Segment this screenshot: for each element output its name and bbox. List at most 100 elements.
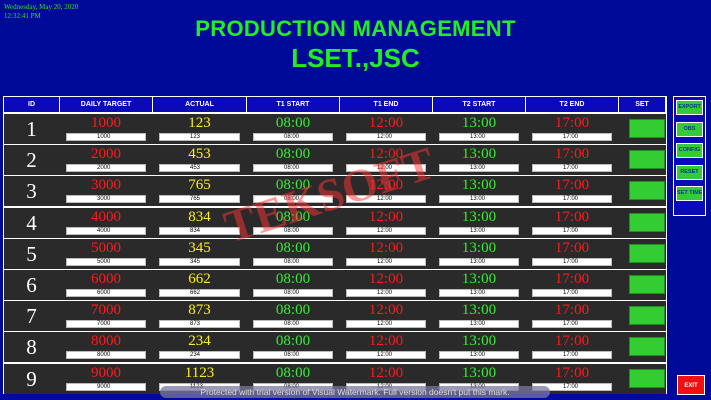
daily-target-display: 4000: [91, 208, 121, 225]
actual-input[interactable]: 834: [159, 226, 240, 235]
daily-target-cell: 1000 1000: [60, 114, 152, 144]
set-time-button[interactable]: SET TIME: [676, 186, 703, 201]
set-cell: [619, 208, 665, 238]
t2-start-input[interactable]: 13:00: [439, 351, 519, 360]
t1-start-input[interactable]: 08:00: [253, 351, 333, 360]
daily-target-input[interactable]: 5000: [66, 257, 146, 266]
set-cell: [619, 364, 665, 394]
actual-input[interactable]: 234: [159, 351, 240, 360]
set-button[interactable]: [629, 212, 665, 232]
t1-start-input[interactable]: 08:00: [253, 164, 333, 173]
t2-end-input[interactable]: 17:00: [532, 351, 612, 360]
table-row: 3 3000 3000 765 765 08:00 08:00 12:00 12:00 13:00…: [4, 176, 666, 207]
actual-input[interactable]: 453: [159, 164, 240, 173]
export-button[interactable]: EXPORT: [676, 100, 703, 115]
id-cell: 9: [4, 364, 59, 394]
set-button[interactable]: [629, 243, 665, 263]
set-cell: [619, 301, 665, 331]
t1-start-display: 08:00: [275, 115, 311, 131]
t1-end-input[interactable]: 12:00: [346, 289, 426, 297]
t2-end-input[interactable]: 17:00: [532, 289, 612, 297]
actual-input[interactable]: 765: [159, 195, 240, 204]
set-button[interactable]: [629, 368, 665, 388]
daily-target-display: 5000: [91, 239, 121, 256]
t2-end-input[interactable]: 17:00: [532, 195, 612, 204]
actual-input[interactable]: 345: [159, 257, 240, 266]
daily-target-input[interactable]: 1000: [66, 133, 146, 141]
daily-target-display: 8000: [91, 333, 121, 350]
t1-end-input[interactable]: 12:00: [346, 320, 426, 329]
daily-target-cell: 7000 7000: [60, 301, 152, 331]
set-button[interactable]: [629, 181, 665, 201]
t2-end-input[interactable]: 17:00: [532, 164, 612, 173]
t2-end-input[interactable]: 17:00: [532, 133, 612, 141]
daily-target-cell: 4000 4000: [60, 208, 152, 238]
t1-end-input[interactable]: 12:00: [346, 164, 426, 173]
t2-start-input[interactable]: 13:00: [439, 257, 519, 266]
daily-target-input[interactable]: 3000: [66, 195, 146, 204]
obs-button[interactable]: OBS: [676, 121, 703, 137]
t2-end-display: 17:00: [554, 302, 590, 319]
id-cell: 7: [4, 301, 59, 331]
actual-input[interactable]: 873: [159, 320, 240, 329]
set-button[interactable]: [629, 306, 665, 326]
t1-start-input[interactable]: 08:00: [253, 195, 333, 204]
actual-cell: 765 765: [153, 176, 246, 206]
daily-target-input[interactable]: 9000: [66, 382, 146, 391]
t1-start-input[interactable]: 08:00: [253, 133, 333, 141]
actual-cell: 234 234: [153, 332, 246, 362]
t1-end-display: 12:00: [368, 146, 404, 163]
t1-end-input[interactable]: 12:00: [346, 226, 426, 235]
actual-input[interactable]: 662: [159, 289, 240, 297]
t1-start-input[interactable]: 08:00: [253, 257, 333, 266]
t2-end-input[interactable]: 17:00: [532, 226, 612, 235]
actual-display: 662: [188, 271, 211, 287]
exit-button[interactable]: EXIT: [677, 375, 705, 395]
t2-start-input[interactable]: 13:00: [439, 289, 519, 297]
daily-target-display: 9000: [91, 364, 121, 381]
t1-end-input[interactable]: 12:00: [346, 195, 426, 204]
t2-start-input[interactable]: 13:00: [439, 226, 519, 235]
t2-end-cell: 17:00 17:00: [526, 364, 618, 394]
table-row: 8 8000 8000 234 234 08:00 08:00 12:00 12:00 13:00…: [4, 332, 666, 363]
actual-input[interactable]: 123: [159, 133, 240, 141]
t2-end-cell: 17:00 17:00: [526, 208, 618, 238]
t2-start-input[interactable]: 13:00: [439, 320, 519, 329]
t2-start-input[interactable]: 13:00: [439, 164, 519, 173]
t1-end-input[interactable]: 12:00: [346, 351, 426, 360]
daily-target-display: 3000: [91, 177, 121, 194]
set-button[interactable]: [629, 150, 665, 170]
date-label: Wednesday, May 20, 2020: [4, 3, 79, 11]
config-button[interactable]: CONFIG: [676, 143, 703, 158]
t1-end-input[interactable]: 12:00: [346, 257, 426, 266]
column-header-daily-target: DAILY TARGET: [60, 97, 152, 112]
reset-button[interactable]: RESET: [676, 164, 703, 180]
t1-start-display: 08:00: [275, 302, 311, 319]
daily-target-input[interactable]: 7000: [66, 320, 146, 329]
t2-start-input[interactable]: 13:00: [439, 195, 519, 204]
set-cell: [619, 145, 665, 175]
daily-target-input[interactable]: 2000: [66, 164, 146, 173]
t1-end-input[interactable]: 12:00: [346, 133, 426, 141]
actual-cell: 834 834: [153, 208, 246, 238]
daily-target-input[interactable]: 6000: [66, 289, 146, 297]
set-button[interactable]: [629, 275, 665, 294]
t2-end-input[interactable]: 17:00: [532, 257, 612, 266]
actual-display: 834: [188, 208, 211, 225]
t1-start-input[interactable]: 08:00: [253, 320, 333, 329]
t1-start-display: 08:00: [275, 333, 311, 350]
t2-start-input[interactable]: 13:00: [439, 133, 519, 141]
t1-start-display: 08:00: [275, 208, 311, 225]
set-button[interactable]: [629, 337, 665, 357]
t2-end-cell: 17:00 17:00: [526, 145, 618, 175]
daily-target-input[interactable]: 4000: [66, 226, 146, 235]
daily-target-input[interactable]: 8000: [66, 351, 146, 360]
t1-start-input[interactable]: 08:00: [253, 226, 333, 235]
set-button[interactable]: [629, 119, 665, 138]
t2-end-input[interactable]: 17:00: [532, 320, 612, 329]
t1-start-input[interactable]: 08:00: [253, 289, 333, 297]
